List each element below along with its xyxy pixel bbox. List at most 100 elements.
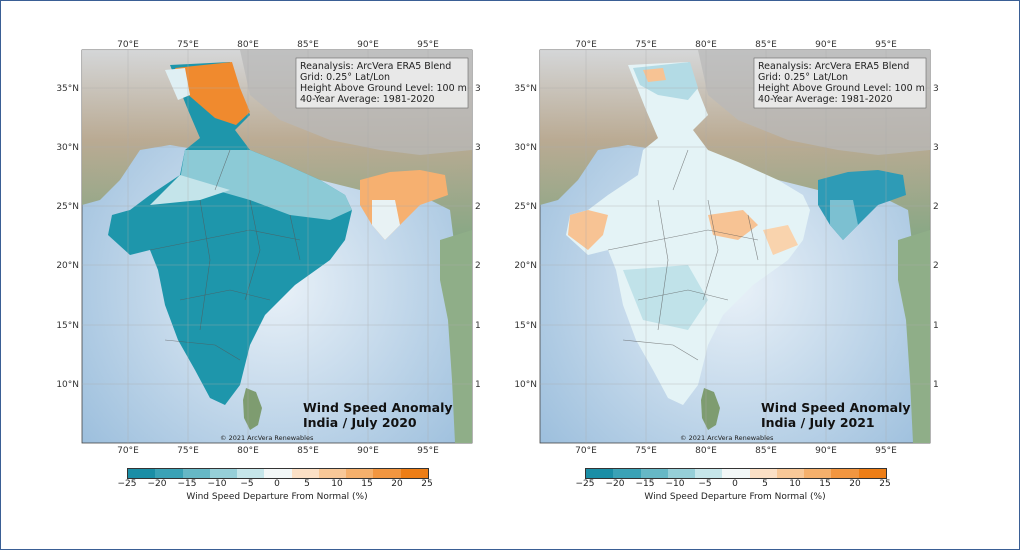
colorbar-swatch	[749, 469, 777, 478]
colorbar-swatch	[722, 469, 750, 478]
lat-label-left: 15°N	[514, 321, 537, 331]
colorbar-swatch	[858, 469, 886, 478]
lon-label-bottom: 80°E	[237, 446, 259, 456]
lat-label-right: 30°N	[475, 143, 480, 153]
lon-label-top: 75°E	[635, 40, 657, 50]
colorbar-tick-label: −5	[240, 479, 254, 489]
lat-label-left: 10°N	[514, 380, 537, 390]
colorbar-swatch	[373, 469, 401, 478]
lat-label-right: 20°N	[475, 261, 480, 271]
lat-label-left: 25°N	[514, 202, 537, 212]
map-title-line1: Wind Speed Anomaly	[303, 400, 453, 415]
colorbar-swatch	[804, 469, 832, 478]
lon-label-bottom: 85°E	[755, 446, 777, 456]
info-box	[295, 57, 469, 109]
colorbar-tick-label: −15	[635, 479, 655, 489]
state-boundaries	[149, 149, 301, 361]
colorbar-tick-label: −10	[207, 479, 227, 489]
colorbar-swatch	[237, 469, 265, 478]
colorbar-swatch	[613, 469, 641, 478]
lat-label-right: 25°N	[475, 202, 480, 212]
state-boundaries	[607, 149, 759, 361]
colorbar-tick-label: 20	[391, 479, 403, 489]
colorbar-swatch	[264, 469, 292, 478]
india-anomaly-fill	[108, 62, 352, 405]
lat-label-right: 10°N	[475, 380, 480, 390]
colorbar-tick-label: 15	[361, 479, 373, 489]
lon-label-top: 80°E	[695, 40, 717, 50]
map-2020: 70°E 75°E 80°E 85°E 90°E 95°E 70°E 75°E …	[56, 40, 480, 456]
west-positive-anomaly	[568, 210, 608, 250]
info-line: Reanalysis: ArcVera ERA5 Blend	[300, 61, 451, 72]
colorbar-swatch	[318, 469, 347, 478]
northern-plains-anomaly	[180, 150, 352, 220]
lon-label-top: 90°E	[815, 40, 837, 50]
colorbar-swatch	[695, 469, 723, 478]
lon-label-bottom: 75°E	[635, 446, 657, 456]
lat-label-right: 20°N	[933, 261, 938, 271]
lon-label-bottom: 80°E	[695, 446, 717, 456]
colorbar-swatch	[586, 469, 614, 478]
map-panel-2020: 70°E 75°E 80°E 85°E 90°E 95°E 70°E 75°E …	[0, 0, 480, 550]
colorbar-swatch	[400, 469, 428, 478]
colorbar-swatch	[182, 469, 210, 478]
east-positive-anomaly	[763, 225, 798, 255]
lon-label-top: 95°E	[875, 40, 897, 50]
northwest-anomaly	[150, 175, 230, 205]
colorbar-swatch	[776, 469, 805, 478]
lon-label-top: 95°E	[417, 40, 439, 50]
north-positive-anomaly	[175, 62, 250, 125]
colorbar-swatch	[667, 469, 696, 478]
lon-label-bottom: 70°E	[117, 446, 139, 456]
lat-label-left: 20°N	[56, 261, 79, 271]
colorbar-tick-label: 5	[762, 479, 768, 489]
lat-label-right: 15°N	[933, 321, 938, 331]
colorbar-label: Wind Speed Departure From Normal (%)	[644, 492, 826, 502]
info-line: Grid: 0.25° Lat/Lon	[300, 72, 390, 83]
lat-label-left: 30°N	[56, 143, 79, 153]
colorbar-swatch	[346, 469, 374, 478]
colorbar-tick-label: 5	[304, 479, 310, 489]
colorbar-swatch	[291, 469, 319, 478]
info-box	[753, 57, 927, 109]
lat-label-left: 35°N	[514, 84, 537, 94]
credit-text: © 2021 ArcVera Renewables	[680, 434, 774, 442]
central-south-anomaly	[623, 265, 708, 330]
lon-label-bottom: 90°E	[815, 446, 837, 456]
northeast-neutral	[372, 200, 400, 240]
info-line: Reanalysis: ArcVera ERA5 Blend	[758, 61, 909, 72]
map-title-line2: India / July 2021	[761, 415, 875, 430]
map-title-line2: India / July 2020	[303, 415, 417, 430]
lon-label-top: 90°E	[357, 40, 379, 50]
colorbar-tick-label: 20	[849, 479, 861, 489]
colorbar-tick-label: −20	[605, 479, 625, 489]
lon-label-bottom: 90°E	[357, 446, 379, 456]
colorbar-tick-label: 25	[421, 479, 433, 489]
colorbar-swatch	[209, 469, 238, 478]
north-neutral	[165, 68, 190, 100]
lon-label-top: 80°E	[237, 40, 259, 50]
info-line: Height Above Ground Level: 100 m	[300, 83, 467, 94]
lon-label-top: 75°E	[177, 40, 199, 50]
lon-label-top: 85°E	[755, 40, 777, 50]
colorbar-swatch	[640, 469, 668, 478]
colorbar-tick-label: −10	[665, 479, 685, 489]
north-positive-spot	[643, 68, 666, 82]
colorbar-strip	[585, 468, 887, 479]
lat-label-right: 35°N	[475, 84, 480, 94]
lat-label-right: 35°N	[933, 84, 938, 94]
colorbar-tick-label: −5	[698, 479, 712, 489]
colorbar-swatch	[128, 469, 156, 478]
colorbar-tick-label: 10	[331, 479, 343, 489]
colorbar-strip	[127, 468, 429, 479]
info-line: 40-Year Average: 1981-2020	[758, 94, 893, 105]
lat-label-left: 25°N	[56, 202, 79, 212]
colorbar-tick-label: 0	[732, 479, 738, 489]
info-line: Grid: 0.25° Lat/Lon	[758, 72, 848, 83]
colorbar-tick-label: 25	[879, 479, 891, 489]
colorbar-swatch	[155, 469, 183, 478]
map-title-line1: Wind Speed Anomaly	[761, 400, 911, 415]
colorbar-swatch	[831, 469, 859, 478]
lat-label-left: 20°N	[514, 261, 537, 271]
lat-label-left: 15°N	[56, 321, 79, 331]
